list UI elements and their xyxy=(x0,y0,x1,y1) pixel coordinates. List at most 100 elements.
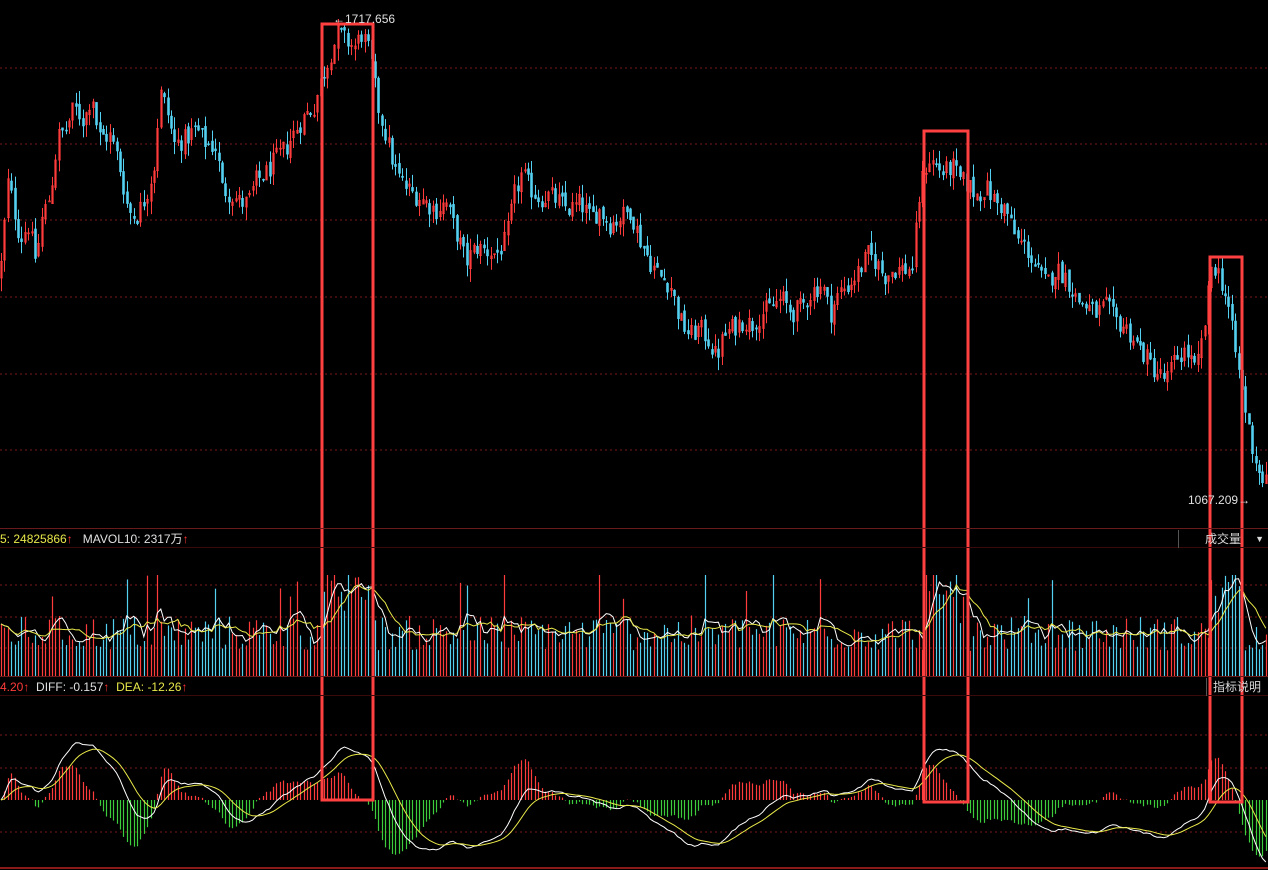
candle-body xyxy=(785,291,788,304)
candle-body xyxy=(95,102,98,126)
candle-body xyxy=(7,178,10,218)
vol-value-prefix: 5: xyxy=(0,532,14,546)
candle-body xyxy=(238,195,241,200)
candle-body xyxy=(721,334,724,357)
candle-body xyxy=(551,187,554,191)
mavol-name: MAVOL10: xyxy=(82,532,141,546)
candle-body xyxy=(537,197,540,203)
candle-body xyxy=(1180,357,1183,363)
candle-body xyxy=(700,319,703,328)
candle-body xyxy=(367,34,370,41)
candle-body xyxy=(432,205,435,212)
up-arrow-icon: ↑ xyxy=(181,680,188,694)
candle-body xyxy=(24,232,27,243)
candle-body xyxy=(337,25,340,49)
candle-body xyxy=(864,252,867,273)
candle-body xyxy=(411,187,414,192)
candle-body xyxy=(918,202,921,222)
candle-body xyxy=(204,126,207,147)
candle-body xyxy=(653,265,656,271)
candle-body xyxy=(187,126,190,144)
candle-body xyxy=(1061,261,1064,284)
candle-body xyxy=(1064,272,1067,287)
candle-body xyxy=(779,298,782,301)
price-high-label: ←1717.656 xyxy=(333,12,396,26)
candle-body xyxy=(677,296,680,320)
candle-body xyxy=(588,203,591,209)
candle-body xyxy=(221,162,224,183)
candle-body xyxy=(847,285,850,293)
candle-body xyxy=(44,204,47,220)
candle-body xyxy=(541,201,544,208)
candle-body xyxy=(1173,355,1176,360)
candle-body xyxy=(626,206,629,213)
candle-body xyxy=(156,128,159,172)
candle-body xyxy=(564,192,567,207)
candle-body xyxy=(507,221,510,236)
candle-body xyxy=(1136,337,1139,342)
candle-body xyxy=(928,163,931,172)
candle-body xyxy=(547,191,550,201)
candle-body xyxy=(235,198,238,202)
candle-body xyxy=(1047,274,1050,277)
candle-body xyxy=(782,291,785,301)
candle-body xyxy=(619,221,622,228)
candle-body xyxy=(340,27,343,30)
candle-body xyxy=(1227,296,1230,307)
candle-body xyxy=(248,193,251,196)
candle-body xyxy=(350,45,353,47)
candle-body xyxy=(1122,326,1125,334)
candle-body xyxy=(1153,357,1156,378)
candle-body xyxy=(860,267,863,273)
candle-body xyxy=(1132,340,1135,346)
indicator-selector-button[interactable]: 成交量 ▼ xyxy=(1178,530,1268,548)
candle-body xyxy=(765,300,768,312)
candle-body xyxy=(197,125,200,131)
candle-body xyxy=(568,208,571,215)
candle-body xyxy=(1017,230,1020,239)
candle-body xyxy=(133,215,136,219)
candle-body xyxy=(88,109,91,115)
candle-body xyxy=(962,172,965,179)
candle-body xyxy=(850,284,853,290)
candle-body xyxy=(37,243,40,257)
candle-body xyxy=(388,137,391,143)
candle-body xyxy=(646,245,649,256)
candle-body xyxy=(418,200,421,206)
candle-body xyxy=(201,128,204,130)
candle-body xyxy=(911,268,914,271)
candle-body xyxy=(575,202,578,205)
candle-body xyxy=(609,223,612,235)
candle-body xyxy=(758,326,761,333)
candle-body xyxy=(449,204,452,208)
candle-body xyxy=(1023,239,1026,242)
candle-body xyxy=(10,180,13,191)
candle-body xyxy=(231,201,234,206)
candle-body xyxy=(466,242,469,266)
macd-header: 4.20↑ DIFF: -0.157↑ DEA: -12.26↑ 指标说明 xyxy=(0,676,1268,696)
candle-body xyxy=(258,170,261,178)
candle-body xyxy=(949,161,952,176)
candle-body xyxy=(20,238,23,242)
macd-diff-line xyxy=(0,742,1267,863)
candle-body xyxy=(272,152,275,175)
candle-body xyxy=(527,168,530,175)
candle-body xyxy=(1197,353,1200,365)
candle-body xyxy=(629,208,632,221)
candle-body xyxy=(1187,344,1190,358)
candle-body xyxy=(1003,204,1006,216)
candle-body xyxy=(146,199,149,204)
candle-body xyxy=(139,201,142,223)
triangle-down-icon: ▼ xyxy=(1255,534,1264,544)
candle-body xyxy=(163,93,166,98)
candle-body xyxy=(680,313,683,321)
candle-body xyxy=(741,322,744,332)
candle-body xyxy=(1071,294,1074,297)
volume-ma5-line xyxy=(0,578,1267,647)
candle-body xyxy=(1217,268,1220,274)
candle-body xyxy=(112,135,115,142)
indicator-help-button[interactable]: 指标说明 xyxy=(1206,678,1268,696)
candle-body xyxy=(3,219,6,261)
candle-body xyxy=(343,27,346,31)
candle-body xyxy=(428,203,431,215)
